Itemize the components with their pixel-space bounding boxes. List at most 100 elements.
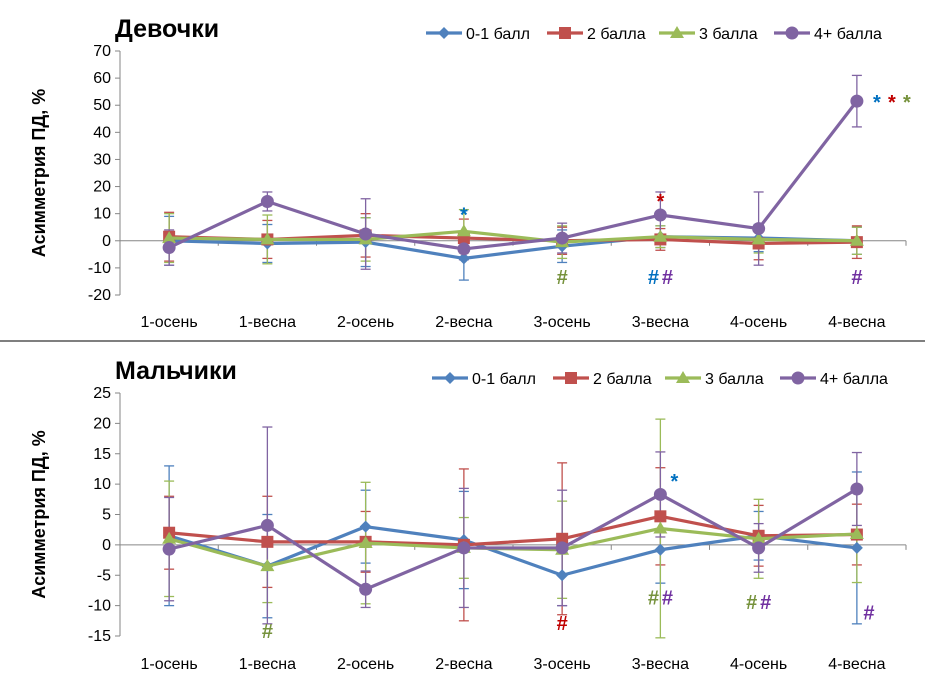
y-tick-label: 20 — [93, 179, 111, 196]
chart-title: Девочки — [115, 15, 219, 43]
series-line — [168, 487, 858, 591]
data-point — [457, 242, 471, 256]
data-point — [850, 482, 864, 496]
legend-label: 3 балла — [705, 371, 764, 388]
y-tick-label: 30 — [93, 151, 111, 168]
data-point — [359, 520, 372, 533]
x-tick-label: 3-весна — [632, 656, 689, 673]
data-point — [457, 252, 470, 265]
data-point — [456, 224, 471, 237]
y-tick-label: -10 — [88, 260, 111, 277]
data-point — [359, 582, 373, 596]
y-tick-label: 70 — [93, 43, 111, 60]
x-tick-label: 2-осень — [337, 656, 394, 673]
y-tick-label: 0 — [102, 537, 111, 554]
y-tick-label: 0 — [102, 233, 111, 250]
legend-label: 0-1 балл — [472, 371, 536, 388]
series-line — [168, 100, 859, 251]
data-point — [751, 531, 766, 544]
y-tick-label: -10 — [88, 598, 111, 615]
y-tick-label: -15 — [88, 628, 111, 645]
y-tick-label: 10 — [93, 476, 111, 493]
significance-marker: * — [656, 191, 664, 213]
data-point — [260, 559, 275, 572]
data-point — [556, 532, 569, 545]
significance-marker: # — [746, 592, 757, 614]
x-tick-label: 1-весна — [239, 656, 296, 673]
significance-marker: * — [460, 205, 468, 227]
data-point — [162, 231, 177, 244]
chart-title: Мальчики — [115, 357, 237, 385]
legend-label: 2 балла — [593, 371, 652, 388]
data-point — [654, 543, 667, 556]
x-tick-label: 4-весна — [828, 656, 885, 673]
legend-marker — [670, 26, 684, 38]
legend-label: 0-1 балл — [466, 26, 530, 43]
y-tick-label: 15 — [93, 446, 111, 463]
legend-label: 2 балла — [587, 26, 646, 43]
y-tick-label: 5 — [102, 507, 111, 524]
data-point — [260, 518, 274, 532]
significance-marker: # — [863, 603, 874, 625]
legend-marker — [791, 371, 805, 385]
y-tick-label: -5 — [97, 567, 111, 584]
x-tick-label: 1-осень — [141, 314, 198, 331]
data-point — [555, 231, 569, 245]
data-point — [261, 535, 274, 548]
significance-marker: # — [662, 588, 673, 610]
legend-label: 4+ балла — [814, 26, 882, 43]
y-tick-label: 20 — [93, 415, 111, 432]
significance-marker: * — [670, 471, 678, 493]
data-point — [752, 541, 766, 555]
x-tick-label: 2-весна — [435, 656, 492, 673]
y-tick-label: 40 — [93, 124, 111, 141]
data-point — [260, 194, 274, 208]
x-tick-label: 3-весна — [632, 314, 689, 331]
data-point — [359, 227, 373, 241]
legend-label: 3 балла — [699, 26, 758, 43]
legend-marker — [438, 27, 450, 39]
data-point — [653, 229, 668, 242]
x-tick-label: 4-весна — [828, 314, 885, 331]
significance-marker: * — [903, 92, 911, 114]
data-point — [752, 222, 766, 236]
data-point — [653, 487, 667, 501]
chart-panel-boys: Мальчики Асимметрия ПД, % -15 -10 -5 0 5 10 15 20… — [29, 357, 907, 673]
chart-panel-girls: Девочки Асимметрия ПД, % -20 -10 0 10 20 30 40 50… — [29, 15, 911, 331]
data-point — [162, 241, 176, 255]
legend-marker — [559, 27, 571, 39]
significance-marker: # — [760, 592, 771, 614]
significance-marker: # — [851, 267, 862, 289]
y-tick-label: 50 — [93, 97, 111, 114]
data-point — [654, 510, 667, 523]
significance-marker: # — [662, 267, 673, 289]
legend-label: 4+ балла — [820, 371, 888, 388]
significance-marker: * — [888, 92, 896, 114]
legend-marker — [444, 372, 456, 384]
y-tick-label: 25 — [93, 385, 111, 402]
legend-marker — [565, 372, 577, 384]
significance-marker: # — [262, 621, 273, 643]
data-point — [555, 541, 569, 555]
data-point — [162, 542, 176, 556]
significance-marker: # — [648, 267, 659, 289]
data-point — [850, 94, 864, 108]
data-point — [849, 526, 864, 539]
legend-marker — [676, 371, 690, 383]
data-point — [358, 536, 373, 549]
x-tick-label: 4-осень — [730, 314, 787, 331]
data-point — [653, 208, 667, 222]
x-tick-label: 1-осень — [141, 656, 198, 673]
y-tick-label: 10 — [93, 206, 111, 223]
y-axis-label: Асимметрия ПД, % — [29, 89, 49, 257]
x-tick-label: 2-весна — [435, 314, 492, 331]
x-tick-label: 3-осень — [534, 314, 591, 331]
data-point — [849, 233, 864, 246]
y-tick-label: 60 — [93, 70, 111, 87]
data-point — [653, 521, 668, 534]
x-tick-label: 1-весна — [239, 314, 296, 331]
series-line — [169, 229, 857, 244]
significance-marker: # — [648, 588, 659, 610]
data-point — [751, 232, 766, 245]
